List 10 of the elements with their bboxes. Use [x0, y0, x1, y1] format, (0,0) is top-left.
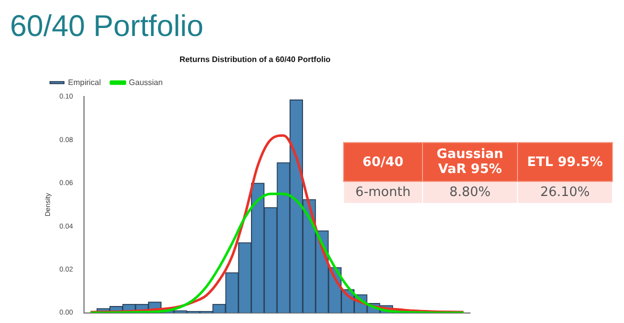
annotation: 6-month [344, 182, 422, 204]
chart-title: 60/40 Portfolio [10, 10, 204, 44]
annotation: 60/40 [344, 142, 422, 182]
text: ETL 99.5% [518, 142, 612, 182]
legend-label: Gaussian [128, 78, 163, 87]
text: 26.10% [518, 182, 612, 204]
annotation: Gaussian VaR 95% [422, 142, 518, 182]
annotation: 8.80% [422, 182, 518, 204]
chart-subtitle: Returns Distribution of a 60/40 Portfolio [179, 55, 331, 64]
legend-label: Empirical [68, 78, 102, 87]
